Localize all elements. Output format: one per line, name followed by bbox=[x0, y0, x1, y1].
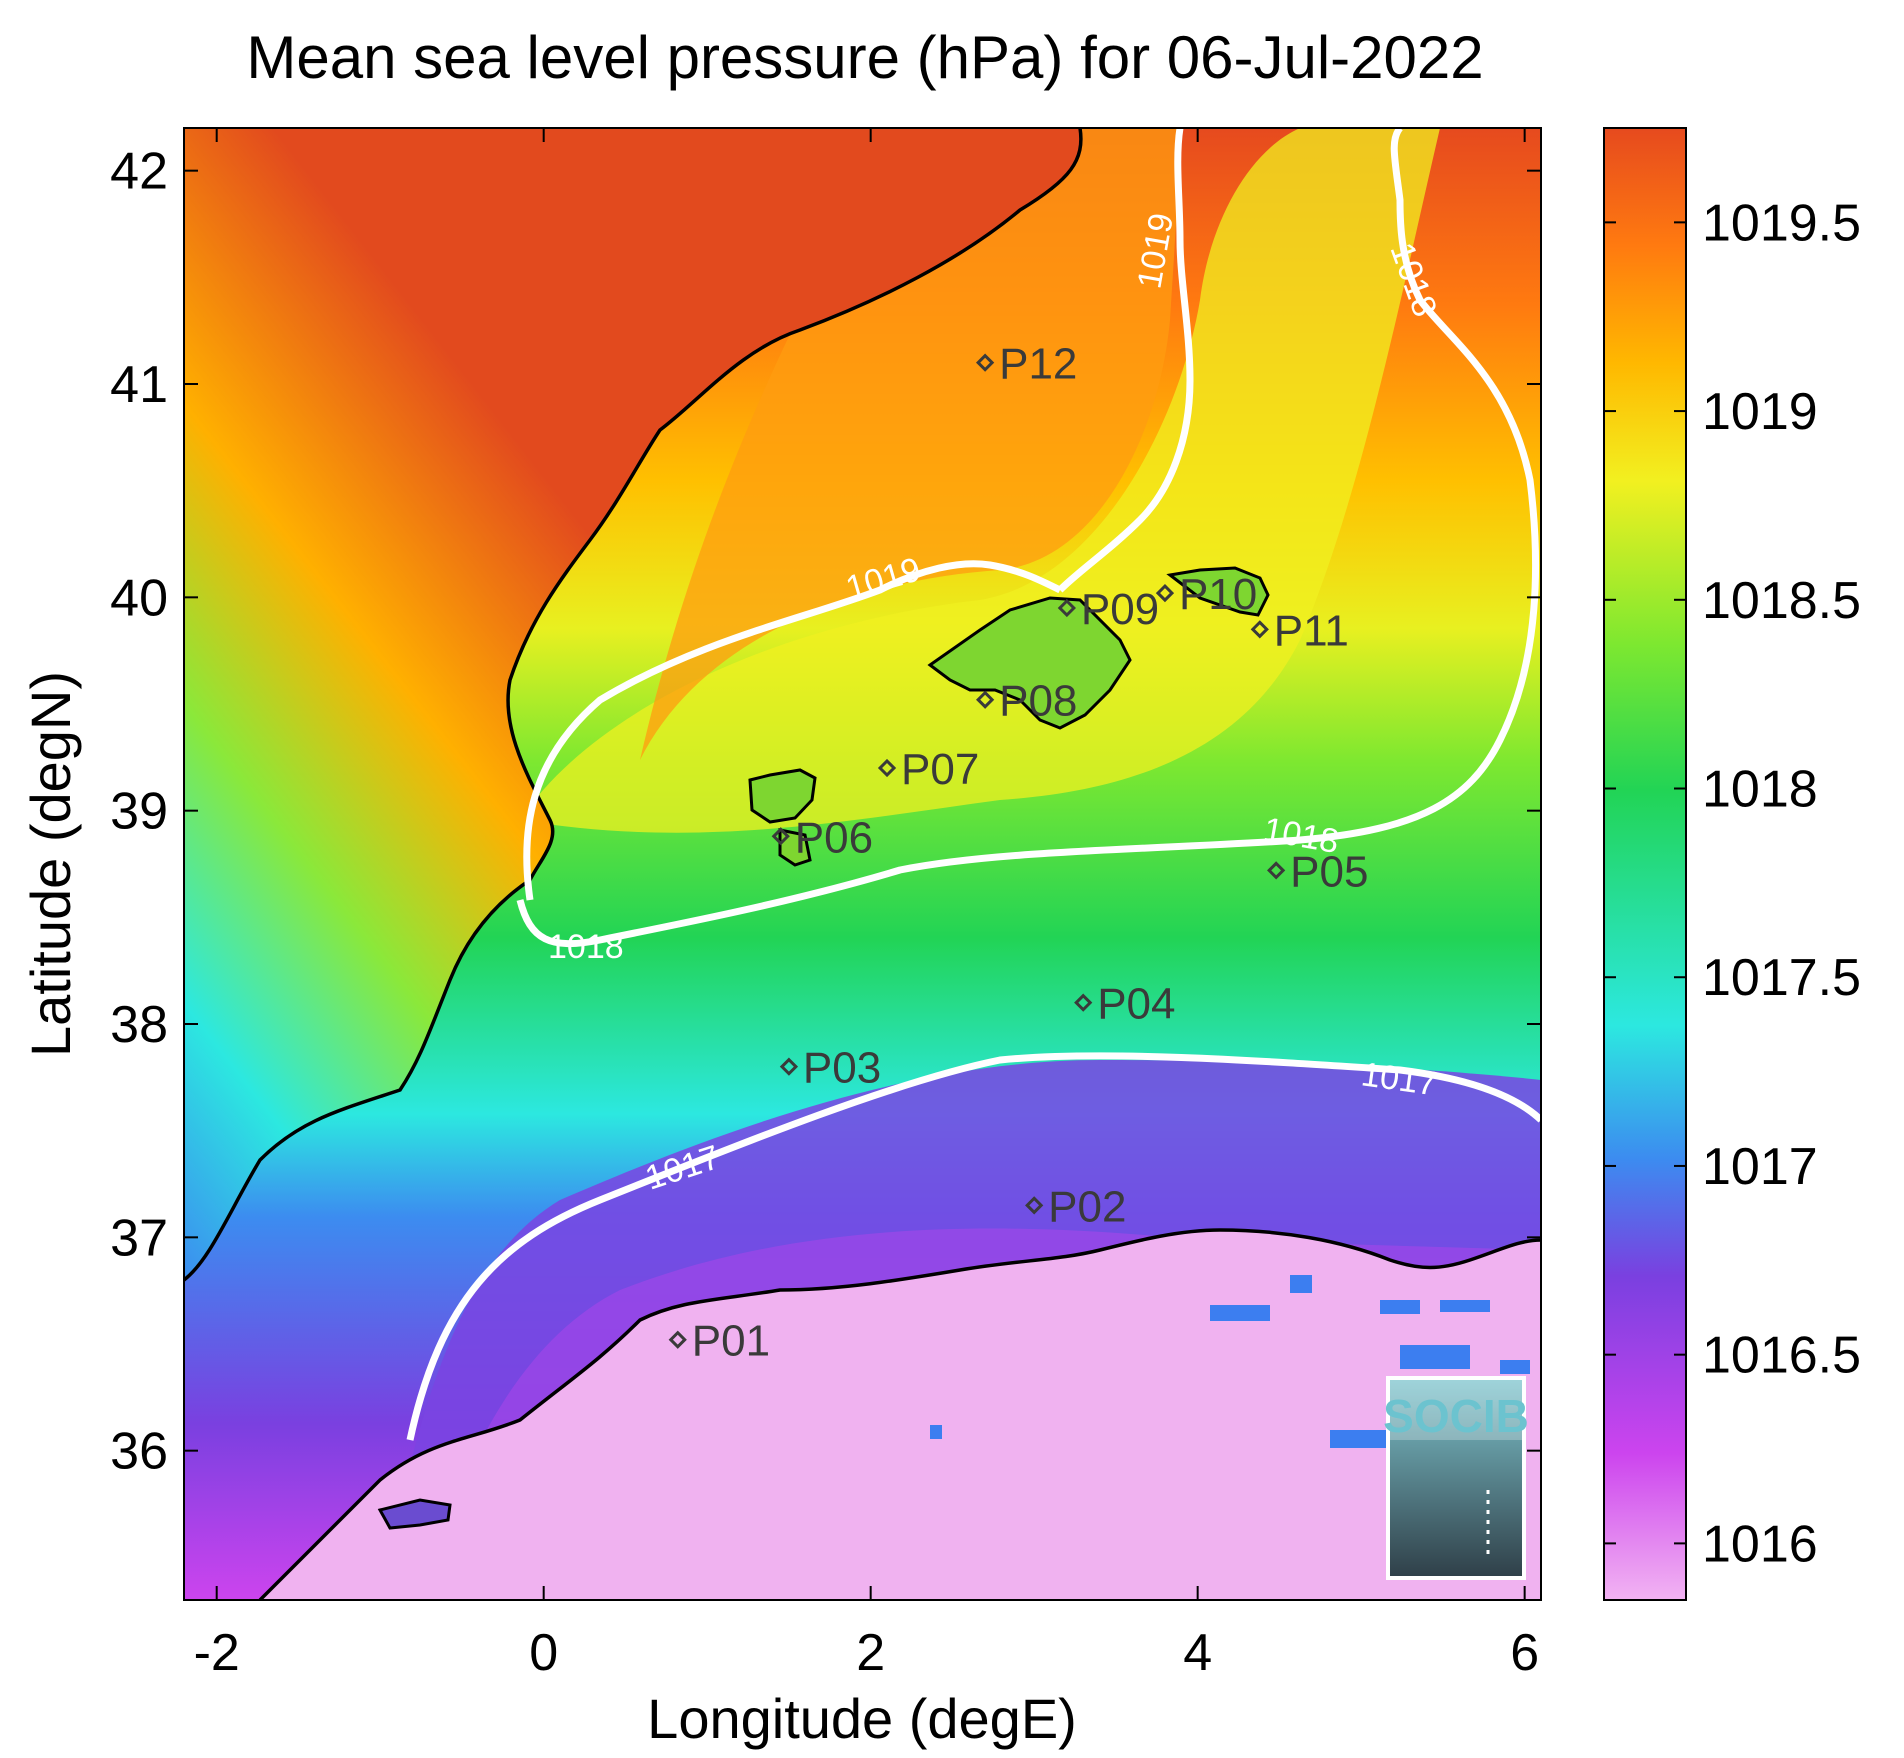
station-marker[interactable] bbox=[1250, 620, 1269, 639]
menorca-island bbox=[1166, 566, 1270, 617]
station-label: P03 bbox=[803, 1044, 881, 1093]
colorbar-tick-label: 1016.5 bbox=[1702, 1327, 1861, 1385]
station-label: P10 bbox=[1179, 570, 1257, 619]
station-marker[interactable] bbox=[771, 827, 790, 846]
pressure-field-high bbox=[520, 128, 1440, 833]
isobar-label: 1018 bbox=[548, 928, 624, 966]
x-tick-label: 4 bbox=[1183, 1624, 1212, 1682]
x-axis: -2 0 2 4 6 bbox=[194, 128, 1539, 1682]
colorbar-tick-label: 1018 bbox=[1702, 761, 1818, 819]
x-tick-label: 6 bbox=[1510, 1624, 1539, 1682]
y-tick-label: 38 bbox=[110, 996, 168, 1054]
station-marker[interactable] bbox=[779, 1057, 799, 1076]
x-tick-label: 2 bbox=[856, 1624, 885, 1682]
y-axis-title: Latitude (degN) bbox=[19, 671, 82, 1057]
station-label: P06 bbox=[795, 813, 873, 862]
y-tick-label: 39 bbox=[110, 783, 168, 841]
station-marker[interactable] bbox=[975, 353, 995, 372]
station-label: P05 bbox=[1290, 847, 1368, 896]
station-label: P11 bbox=[1274, 606, 1349, 655]
station-marker[interactable] bbox=[1057, 598, 1076, 618]
station-marker[interactable] bbox=[975, 690, 995, 709]
station-label: P08 bbox=[999, 677, 1077, 726]
map-plot-area: 1017 1017 1018 1018 1018 1019 1019 P01P0… bbox=[184, 128, 1541, 1600]
isobar-1017 bbox=[406, 1052, 1541, 1441]
colorbar-tick-label: 1019.5 bbox=[1702, 194, 1861, 252]
alboran-island bbox=[377, 1498, 452, 1530]
map-title: Mean sea level pressure (hPa) for 06-Jul… bbox=[246, 24, 1483, 91]
logo-text: SOCIB bbox=[1383, 1390, 1529, 1442]
mallorca-island bbox=[927, 596, 1132, 730]
balearic-islands bbox=[377, 566, 1270, 1530]
x-tick-label: 0 bbox=[529, 1624, 558, 1682]
station-marker[interactable] bbox=[1025, 1196, 1044, 1215]
colorbar-tick-label: 1018.5 bbox=[1702, 572, 1861, 630]
y-tick-label: 37 bbox=[110, 1209, 168, 1267]
x-axis-title: Longitude (degE) bbox=[647, 1687, 1077, 1750]
station-marker[interactable] bbox=[1074, 993, 1093, 1012]
station-label: P12 bbox=[999, 340, 1077, 389]
y-tick-label: 41 bbox=[110, 356, 168, 414]
pressure-field-high-core bbox=[640, 128, 1180, 760]
y-tick-label: 40 bbox=[110, 569, 168, 627]
plot-frame bbox=[183, 127, 1542, 1601]
spain-landmass bbox=[184, 128, 1081, 1280]
y-axis: 36 37 38 39 40 41 42 bbox=[110, 143, 1541, 1481]
station-label: P02 bbox=[1048, 1182, 1126, 1231]
colorbar-tick-label: 1016 bbox=[1702, 1515, 1818, 1573]
station-label: P07 bbox=[901, 745, 979, 794]
spain-coastline bbox=[184, 128, 1083, 1282]
station-label: P01 bbox=[692, 1317, 770, 1366]
colorbar-ticks: 1016 1016.5 1017 1017.5 1018 1018.5 1019 1019.5 bbox=[1604, 194, 1861, 1573]
station-marker[interactable] bbox=[877, 758, 897, 778]
colorbar bbox=[1603, 127, 1687, 1601]
y-tick-label: 36 bbox=[110, 1423, 168, 1481]
colorbar-tick-label: 1017 bbox=[1702, 1138, 1818, 1196]
formentera-island bbox=[778, 828, 812, 867]
station-marker[interactable] bbox=[668, 1330, 687, 1349]
africa-coastline bbox=[258, 1228, 1541, 1600]
station-marker[interactable] bbox=[1155, 583, 1175, 603]
isobar-1018 bbox=[516, 128, 1540, 948]
africa-landmass bbox=[260, 1230, 1541, 1600]
isobar-1019 bbox=[1057, 128, 1194, 593]
station-label: P04 bbox=[1097, 980, 1175, 1029]
station-label: P09 bbox=[1081, 585, 1159, 634]
x-tick-label: -2 bbox=[194, 1624, 240, 1682]
ibiza-island bbox=[748, 768, 817, 824]
socib-logo: SOCIB bbox=[1383, 1376, 1529, 1580]
station-marker[interactable] bbox=[1267, 861, 1286, 880]
y-tick-label: 42 bbox=[110, 143, 168, 201]
colorbar-tick-label: 1017.5 bbox=[1702, 949, 1861, 1007]
isobar-contours bbox=[406, 128, 1541, 1441]
colorbar-tick-label: 1019 bbox=[1702, 383, 1818, 441]
